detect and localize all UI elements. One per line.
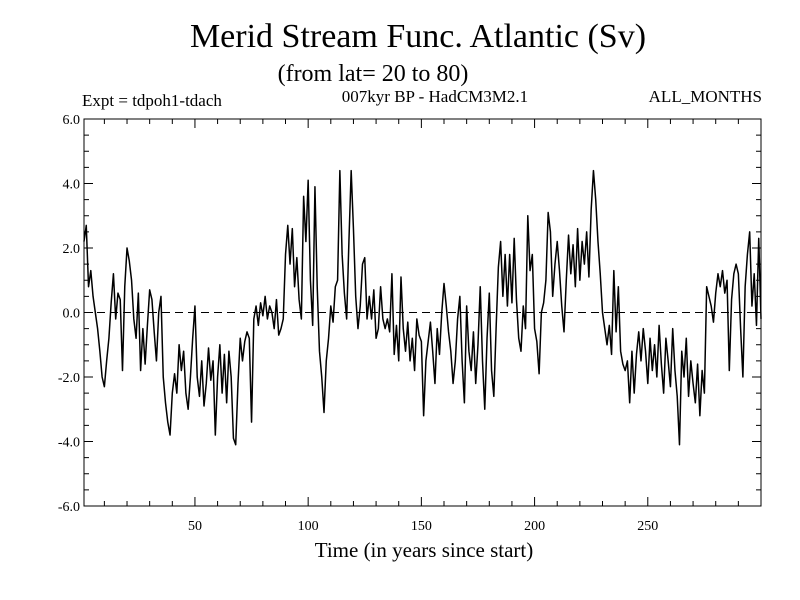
x-tick-label: 150 <box>411 519 432 534</box>
axis-layer: -6.0 -4.0 -2.0 0.0 2.0 4.0 6.0 50 100 150 200 250 <box>58 113 762 534</box>
x-tick-label: 100 <box>298 519 319 534</box>
y-tick-label: -4.0 <box>58 436 80 451</box>
series-line-0 <box>83 169 762 446</box>
experiment-label: Expt = tdpoh1-tdach <box>82 91 222 110</box>
chart-title: Merid Stream Func. Atlantic (Sv) <box>189 18 647 55</box>
y-tick-label: -6.0 <box>58 500 80 515</box>
chart-subtitle: (from lat= 20 to 80) <box>277 61 469 87</box>
series-layer <box>83 169 762 446</box>
y-tick-label: 6.0 <box>63 113 81 128</box>
y-tick-label: 2.0 <box>63 242 81 257</box>
y-tick-label: 0.0 <box>63 307 81 322</box>
x-tick-label: 50 <box>188 519 202 534</box>
y-tick-label: -2.0 <box>58 371 80 386</box>
x-axis-label: Time (in years since start) <box>314 538 534 562</box>
y-tick-label: 4.0 <box>63 178 81 193</box>
model-label: 007kyr BP - HadCM3M2.1 <box>341 87 529 106</box>
x-tick-label: 200 <box>524 519 545 534</box>
months-label: ALL_MONTHS <box>648 87 762 106</box>
x-tick-label: 250 <box>637 519 658 534</box>
